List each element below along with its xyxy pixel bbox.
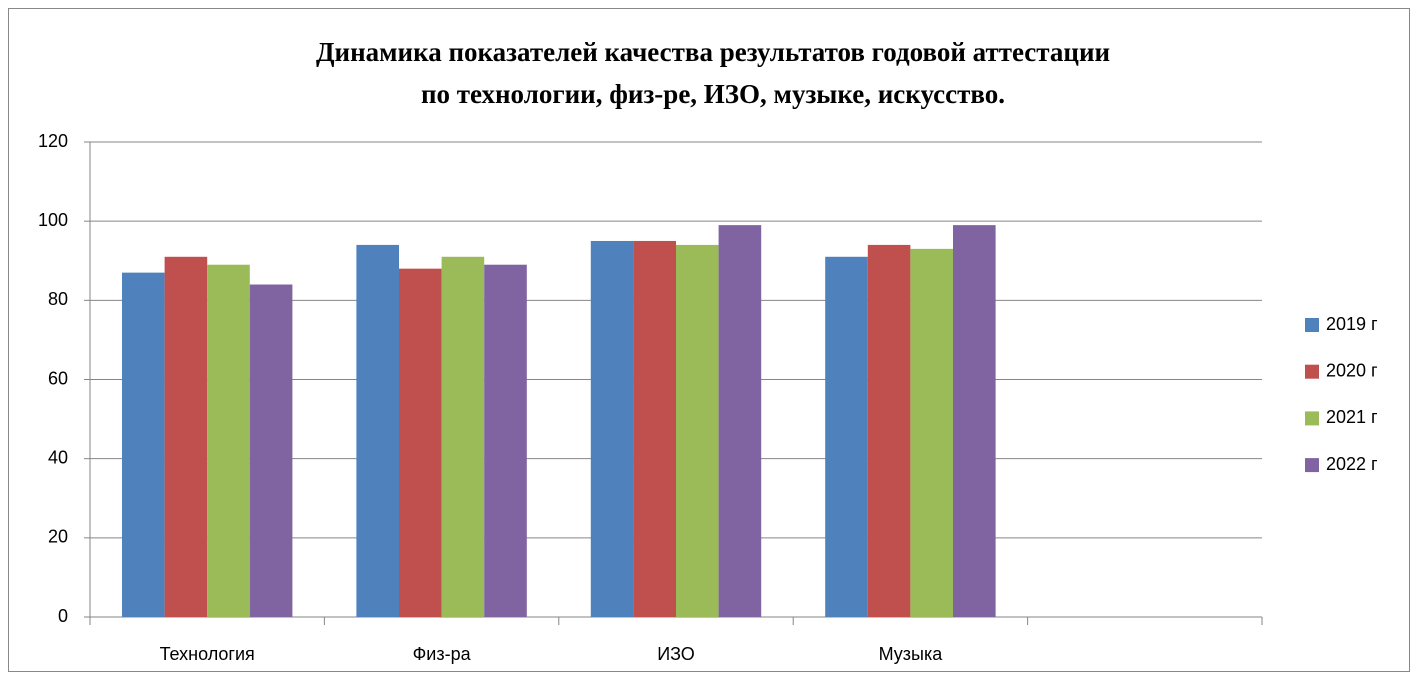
y-tick-label: 80: [48, 289, 68, 309]
legend-swatch: [1305, 364, 1319, 379]
y-tick-label: 0: [58, 606, 68, 626]
bar: [398, 268, 442, 617]
y-tick-label: 20: [48, 527, 68, 547]
bar: [207, 264, 250, 617]
bar: [676, 244, 719, 617]
x-tick-label: Физ-ра: [413, 644, 472, 664]
bar: [953, 225, 996, 617]
bar: [825, 256, 868, 617]
legend-label: 2020 г: [1326, 360, 1378, 380]
bar: [718, 225, 762, 617]
bar: [121, 272, 165, 617]
bar: [484, 264, 527, 617]
chart-title: по технологии, физ-ре, ИЗО, музыке, иску…: [421, 79, 1005, 109]
y-tick-label: 60: [48, 368, 68, 388]
bar: [910, 248, 954, 617]
x-tick-label: ИЗО: [657, 644, 695, 664]
y-tick-label: 120: [38, 131, 68, 151]
legend-swatch: [1305, 458, 1319, 473]
chart-title: Динамика показателей качества результато…: [316, 37, 1110, 67]
y-tick-label: 40: [48, 447, 68, 467]
x-tick-label: Музыка: [879, 644, 944, 664]
bar: [867, 244, 911, 617]
legend-label: 2021 г: [1326, 407, 1378, 427]
y-tick-label: 100: [38, 210, 68, 230]
bar: [249, 284, 293, 617]
legend-label: 2019 г: [1326, 314, 1378, 334]
x-tick-label: Технология: [160, 644, 255, 664]
bar: [633, 240, 676, 618]
legend-swatch: [1305, 411, 1319, 426]
legend-label: 2022 г: [1326, 454, 1378, 474]
legend-swatch: [1305, 318, 1319, 332]
bar: [164, 256, 208, 617]
bar: [356, 244, 399, 617]
bar: [441, 256, 485, 617]
bar: [590, 240, 634, 618]
